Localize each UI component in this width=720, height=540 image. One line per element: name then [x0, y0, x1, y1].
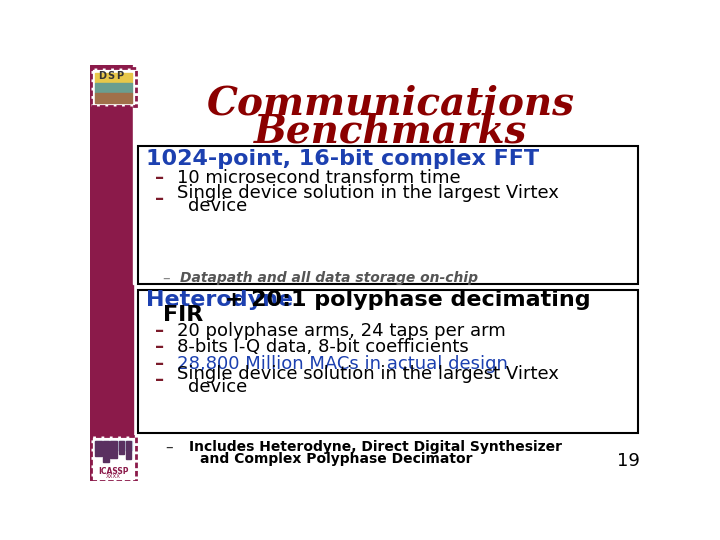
- Text: ICASSP: ICASSP: [98, 467, 128, 476]
- Text: –: –: [162, 271, 170, 286]
- Text: 8-bits I-Q data, 8-bit coefficients: 8-bits I-Q data, 8-bit coefficients: [177, 339, 469, 356]
- Text: –: –: [156, 322, 164, 340]
- Bar: [110, 441, 117, 457]
- Bar: [94, 83, 132, 93]
- Text: Single device solution in the largest Virtex: Single device solution in the largest Vi…: [177, 364, 559, 382]
- Bar: [96, 441, 102, 456]
- Text: 19: 19: [617, 453, 640, 470]
- Text: –: –: [165, 440, 173, 455]
- Bar: [138, 146, 638, 284]
- Text: 28,800 Million MACs in actual design: 28,800 Million MACs in actual design: [177, 355, 508, 373]
- Bar: [94, 441, 132, 450]
- Text: FIR: FIR: [163, 305, 203, 325]
- Text: Benchmarks: Benchmarks: [253, 113, 527, 151]
- Text: device: device: [188, 198, 247, 215]
- Text: Single device solution in the largest Virtex: Single device solution in the largest Vi…: [177, 184, 559, 201]
- Text: device: device: [188, 379, 247, 396]
- Text: Includes Heterodyne, Direct Digital Synthesizer: Includes Heterodyne, Direct Digital Synt…: [189, 441, 562, 455]
- Text: D: D: [98, 71, 106, 80]
- FancyBboxPatch shape: [91, 436, 136, 481]
- Text: and Complex Polyphase Decimator: and Complex Polyphase Decimator: [200, 452, 472, 466]
- Text: Heterodyne: Heterodyne: [145, 291, 293, 310]
- Text: 20 polyphase arms, 24 taps per arm: 20 polyphase arms, 24 taps per arm: [177, 322, 505, 340]
- Text: –: –: [156, 190, 164, 208]
- Text: Datapath and all data storage on-chip: Datapath and all data storage on-chip: [180, 271, 478, 285]
- Text: XXXX: XXXX: [106, 474, 121, 480]
- Text: + 20:1 polyphase decimating: + 20:1 polyphase decimating: [217, 291, 590, 310]
- Text: –: –: [156, 355, 164, 373]
- Bar: [94, 72, 132, 83]
- Bar: [90, 65, 132, 481]
- Bar: [119, 441, 124, 455]
- Text: –: –: [156, 371, 164, 389]
- Text: 10 microsecond transform time: 10 microsecond transform time: [177, 169, 460, 187]
- Text: S: S: [107, 71, 114, 80]
- Text: –: –: [156, 169, 164, 187]
- Bar: [94, 93, 132, 103]
- Bar: [103, 441, 109, 462]
- Text: P: P: [117, 71, 123, 80]
- Bar: [138, 291, 638, 433]
- Text: –: –: [156, 339, 164, 356]
- Text: Communications: Communications: [207, 84, 575, 122]
- FancyBboxPatch shape: [91, 68, 136, 106]
- Text: 1024-point, 16-bit complex FFT: 1024-point, 16-bit complex FFT: [145, 148, 539, 168]
- Bar: [126, 441, 131, 459]
- Bar: [132, 65, 648, 284]
